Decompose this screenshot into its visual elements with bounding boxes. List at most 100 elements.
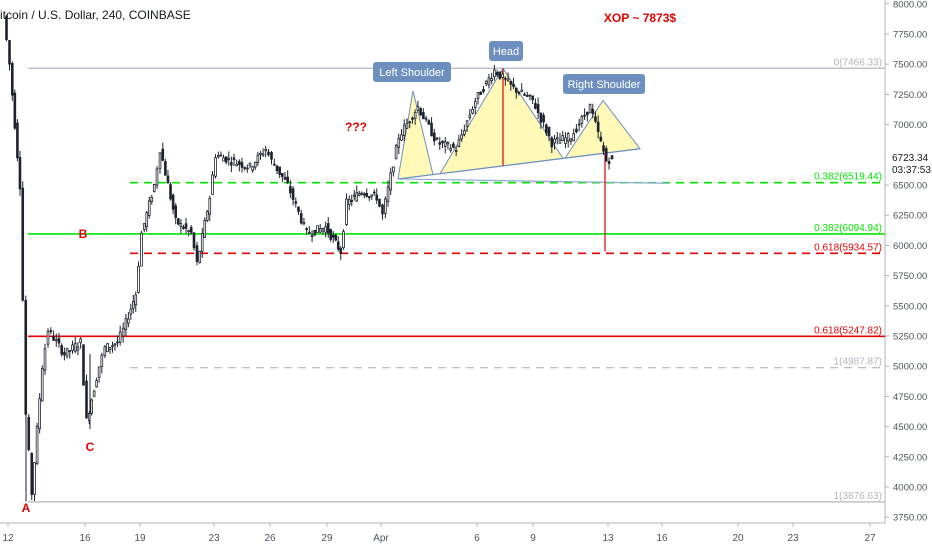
- candle: [195, 245, 199, 262]
- time-tick-label: 19: [134, 533, 146, 544]
- countdown-label: 03:37:53: [892, 165, 931, 176]
- candle: [238, 161, 241, 165]
- candle: [129, 308, 133, 315]
- candle: [71, 344, 74, 351]
- candle: [192, 232, 196, 249]
- current-price-label: 6723.34: [892, 153, 929, 164]
- candle: [60, 345, 63, 355]
- right-shoulder-callout: [563, 74, 645, 94]
- candle: [446, 142, 450, 145]
- candle: [599, 136, 603, 142]
- candle: [413, 111, 417, 119]
- candle: [392, 166, 395, 173]
- candle: [57, 338, 61, 344]
- candle: [454, 150, 458, 152]
- candle: [251, 166, 254, 171]
- head-callout-text: Head: [493, 46, 519, 58]
- candle: [572, 133, 575, 142]
- candle: [13, 92, 17, 129]
- candle: [243, 166, 246, 169]
- candle: [248, 162, 252, 167]
- candle: [208, 197, 212, 215]
- candle: [345, 198, 348, 225]
- time-tick-label: 13: [602, 533, 614, 544]
- candle: [68, 350, 72, 352]
- candle: [184, 223, 188, 229]
- candle: [158, 152, 162, 169]
- candle: [324, 226, 327, 233]
- candle: [267, 151, 270, 156]
- candle: [504, 77, 507, 80]
- candle: [375, 194, 379, 201]
- candle: [523, 93, 526, 96]
- candle: [140, 232, 143, 267]
- candle: [531, 95, 534, 100]
- candle: [405, 123, 409, 129]
- candle: [261, 153, 265, 156]
- candle: [514, 87, 518, 93]
- candle: [449, 147, 452, 151]
- time-tick-label: 20: [732, 533, 744, 544]
- candle: [313, 229, 317, 236]
- candle: [297, 206, 300, 212]
- candle: [127, 318, 130, 324]
- candle: [427, 120, 431, 125]
- candle: [602, 145, 605, 152]
- candle: [542, 115, 545, 123]
- left-shoulder-callout-text: Left Shoulder: [379, 67, 445, 79]
- candle: [46, 331, 50, 345]
- candle: [441, 140, 444, 144]
- candle: [187, 230, 190, 232]
- candle: [452, 143, 455, 148]
- candle: [468, 114, 472, 118]
- neckline-extension: [397, 178, 669, 184]
- candle: [355, 192, 359, 202]
- time-tick-label: 23: [787, 533, 799, 544]
- price-tick-label: 6000.00: [893, 241, 927, 252]
- candle: [203, 220, 207, 238]
- candle: [381, 204, 384, 215]
- candle: [211, 174, 214, 195]
- candle: [289, 186, 292, 194]
- candle: [30, 452, 34, 495]
- candle: [65, 347, 69, 357]
- candle: [350, 200, 354, 202]
- candle: [240, 162, 244, 168]
- candle: [5, 15, 8, 40]
- candle: [171, 194, 175, 210]
- candle: [16, 122, 19, 159]
- annotation-0: XOP ~ 7873$: [604, 11, 676, 25]
- candle: [205, 211, 209, 221]
- time-tick-label: 29: [321, 533, 333, 544]
- candle: [555, 137, 559, 140]
- symbol-title: itcoin / U.S. Dollar, 240, COINBASE: [0, 8, 191, 22]
- price-tick-label: 6500.00: [893, 181, 927, 192]
- candle: [294, 201, 298, 204]
- candle: [329, 229, 333, 240]
- candle: [246, 167, 249, 170]
- candle: [347, 198, 351, 205]
- price-tick-label: 3750.00: [893, 513, 927, 524]
- candle: [438, 142, 442, 145]
- candle: [389, 172, 393, 191]
- time-tick-label: 27: [864, 533, 876, 544]
- candle: [21, 187, 25, 301]
- candle: [256, 154, 260, 163]
- fib-level-label: 0.382(6519.44): [814, 172, 882, 183]
- fib-level-label: 1(4987.87): [834, 357, 882, 368]
- candle: [432, 132, 436, 142]
- candle: [116, 341, 119, 344]
- candle: [118, 331, 122, 343]
- right-shoulder-callout-text: Right Shoulder: [568, 79, 641, 91]
- candle: [305, 228, 308, 231]
- candle: [471, 109, 474, 114]
- candle: [164, 161, 167, 176]
- candle: [161, 148, 165, 161]
- time-tick-label: 26: [264, 533, 276, 544]
- annotation-3: B: [79, 227, 88, 241]
- candle: [411, 117, 414, 120]
- price-tick-label: 5500.00: [893, 301, 927, 312]
- candle: [35, 425, 39, 464]
